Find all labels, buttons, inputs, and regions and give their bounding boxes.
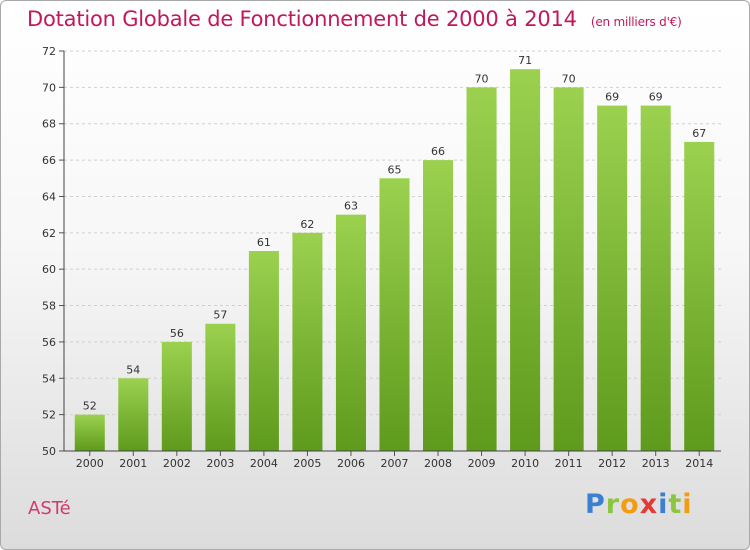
chart-title: Dotation Globale de Fonctionnement de 20… [27, 7, 682, 31]
bar [74, 414, 105, 451]
x-tick-label: 2007 [381, 457, 409, 470]
logo-letter: o [620, 489, 640, 520]
x-tick-label: 2012 [598, 457, 626, 470]
y-tick-label: 64 [42, 190, 56, 203]
logo-letter: P [585, 489, 606, 520]
bar [205, 323, 236, 451]
chart-unit: (en milliers d'€) [590, 15, 682, 29]
x-tick-label: 2014 [685, 457, 713, 470]
proxiti-logo: Proxiti [585, 489, 693, 520]
axes: 50 52 54 56 58 60 62 64 66 68 70 72 2000 2001 2002 2003… [42, 45, 721, 470]
x-tick-label: 2011 [555, 457, 583, 470]
bar-value-label: 56 [170, 327, 184, 340]
logo-letter: r [605, 489, 621, 520]
bar-value-label: 70 [562, 72, 576, 85]
bar [379, 178, 410, 452]
logo-letter: t [668, 489, 683, 520]
y-tick-label: 60 [42, 263, 56, 276]
bar-value-label: 69 [605, 91, 619, 104]
chart-title-text: Dotation Globale de Fonctionnement de 20… [27, 7, 577, 31]
bar-value-label: 67 [692, 127, 706, 140]
y-tick-label: 52 [42, 409, 56, 422]
bar [640, 105, 671, 451]
bar-value-label: 54 [126, 363, 140, 376]
x-tick-label: 2009 [468, 457, 496, 470]
x-tick-label: 2013 [642, 457, 670, 470]
bar [335, 214, 366, 451]
y-tick-label: 58 [42, 300, 56, 313]
bar [510, 69, 541, 451]
bar [684, 141, 715, 451]
bar-value-label: 71 [518, 54, 532, 67]
bar-value-label: 70 [475, 72, 489, 85]
bar-value-label: 69 [649, 91, 663, 104]
y-tick-label: 62 [42, 227, 56, 240]
bar-value-label: 65 [388, 163, 402, 176]
x-tick-label: 2002 [163, 457, 191, 470]
bar-value-label: 57 [213, 309, 227, 322]
bar [553, 87, 584, 451]
y-tick-label: 68 [42, 118, 56, 131]
x-tick-label: 2004 [250, 457, 278, 470]
x-tick-label: 2005 [293, 457, 321, 470]
commune-name: ASTé [28, 498, 71, 519]
y-tick-label: 56 [42, 336, 56, 349]
bar [161, 341, 192, 451]
logo-letter: x [639, 489, 659, 520]
bar [423, 160, 454, 451]
x-tick-label: 2001 [119, 457, 147, 470]
bar-value-label: 62 [300, 218, 314, 231]
bar [292, 232, 323, 451]
x-tick-label: 2008 [424, 457, 452, 470]
bar-value-label: 52 [83, 400, 97, 413]
bar [597, 105, 628, 451]
y-tick-label: 54 [42, 372, 56, 385]
bar [466, 87, 497, 451]
bar [248, 251, 279, 451]
x-tick-label: 2003 [206, 457, 234, 470]
bar-value-label: 66 [431, 145, 445, 158]
bar [118, 378, 149, 451]
y-tick-label: 70 [42, 81, 56, 94]
logo-letter: i [658, 489, 669, 520]
x-tick-label: 2000 [76, 457, 104, 470]
y-tick-label: 66 [42, 154, 56, 167]
y-tick-label: 72 [42, 45, 56, 58]
x-tick-label: 2006 [337, 457, 365, 470]
bar-value-label: 61 [257, 236, 271, 249]
x-tick-label: 2010 [511, 457, 539, 470]
logo-letter: i [682, 489, 693, 520]
bar-value-label: 63 [344, 200, 358, 213]
y-tick-label: 50 [42, 445, 56, 458]
bars: 52 54 56 57 61 62 63 65 66 70 71 70 69 69 67 [74, 54, 715, 452]
